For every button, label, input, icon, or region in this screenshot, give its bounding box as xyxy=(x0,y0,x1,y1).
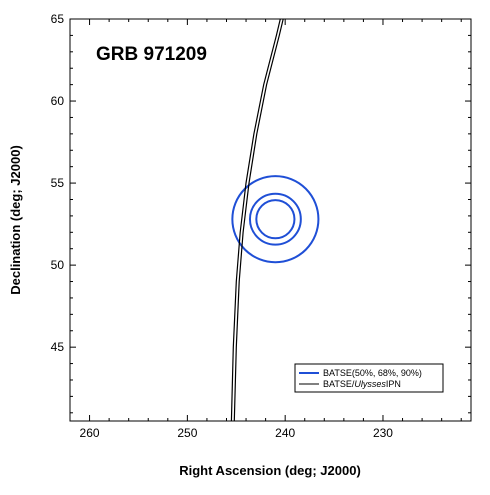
x-tick-label: 240 xyxy=(275,426,295,440)
batse-error-circle xyxy=(255,199,296,240)
ticks-layer: 260 250 240 230 45 50 55 60 65 xyxy=(51,12,471,440)
ipn-annulus-edge xyxy=(230,19,281,421)
x-axis-label: Right Ascension (deg; J2000) xyxy=(179,463,361,478)
y-tick-label: 65 xyxy=(51,12,65,26)
y-tick-label: 55 xyxy=(51,176,65,190)
batse-error-circle xyxy=(231,175,320,264)
legend-label: BATSE/UlyssesIPN xyxy=(323,379,401,389)
y-axis-label: Declination (deg; J2000) xyxy=(8,145,23,295)
legend-label: BATSE(50%, 68%, 90%) xyxy=(323,368,422,378)
y-tick-label: 50 xyxy=(51,258,65,272)
y-tick-label: 60 xyxy=(51,94,65,108)
y-tick-label: 45 xyxy=(51,340,65,354)
data-layer xyxy=(230,19,320,421)
x-tick-label: 260 xyxy=(80,426,100,440)
ipn-annulus-edge xyxy=(233,19,284,421)
legend-box xyxy=(294,363,444,393)
batse-error-circle xyxy=(248,192,302,246)
legend: BATSE(50%, 68%, 90%)BATSE/UlyssesIPN xyxy=(294,363,444,393)
x-tick-label: 230 xyxy=(373,426,393,440)
chart-title: GRB 971209 xyxy=(96,44,207,65)
plot-frame xyxy=(69,18,472,422)
x-tick-label: 250 xyxy=(177,426,197,440)
